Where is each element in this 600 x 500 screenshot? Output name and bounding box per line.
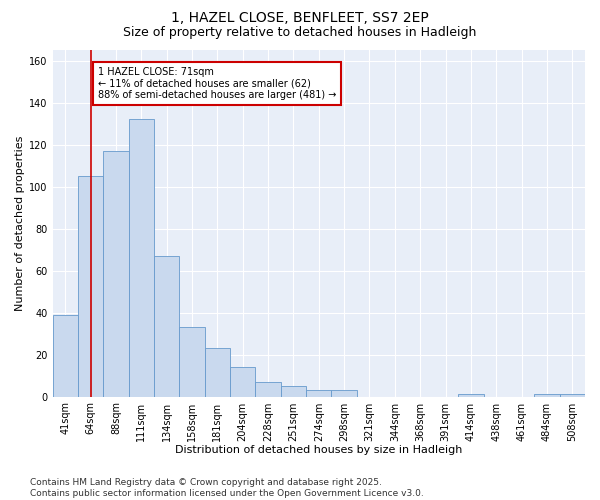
- Bar: [306, 390, 331, 396]
- Bar: [281, 386, 306, 396]
- Bar: [154, 256, 179, 396]
- Text: 1, HAZEL CLOSE, BENFLEET, SS7 2EP: 1, HAZEL CLOSE, BENFLEET, SS7 2EP: [171, 12, 429, 26]
- Bar: [78, 176, 103, 396]
- X-axis label: Distribution of detached houses by size in Hadleigh: Distribution of detached houses by size …: [175, 445, 463, 455]
- Bar: [205, 348, 230, 397]
- Text: Size of property relative to detached houses in Hadleigh: Size of property relative to detached ho…: [124, 26, 476, 39]
- Y-axis label: Number of detached properties: Number of detached properties: [15, 136, 25, 311]
- Bar: [331, 390, 357, 396]
- Bar: [458, 394, 484, 396]
- Bar: [179, 328, 205, 396]
- Bar: [103, 151, 128, 396]
- Text: Contains HM Land Registry data © Crown copyright and database right 2025.
Contai: Contains HM Land Registry data © Crown c…: [30, 478, 424, 498]
- Bar: [534, 394, 560, 396]
- Bar: [53, 314, 78, 396]
- Bar: [128, 120, 154, 396]
- Bar: [560, 394, 585, 396]
- Bar: [256, 382, 281, 396]
- Text: 1 HAZEL CLOSE: 71sqm
← 11% of detached houses are smaller (62)
88% of semi-detac: 1 HAZEL CLOSE: 71sqm ← 11% of detached h…: [98, 67, 337, 100]
- Bar: [230, 367, 256, 396]
